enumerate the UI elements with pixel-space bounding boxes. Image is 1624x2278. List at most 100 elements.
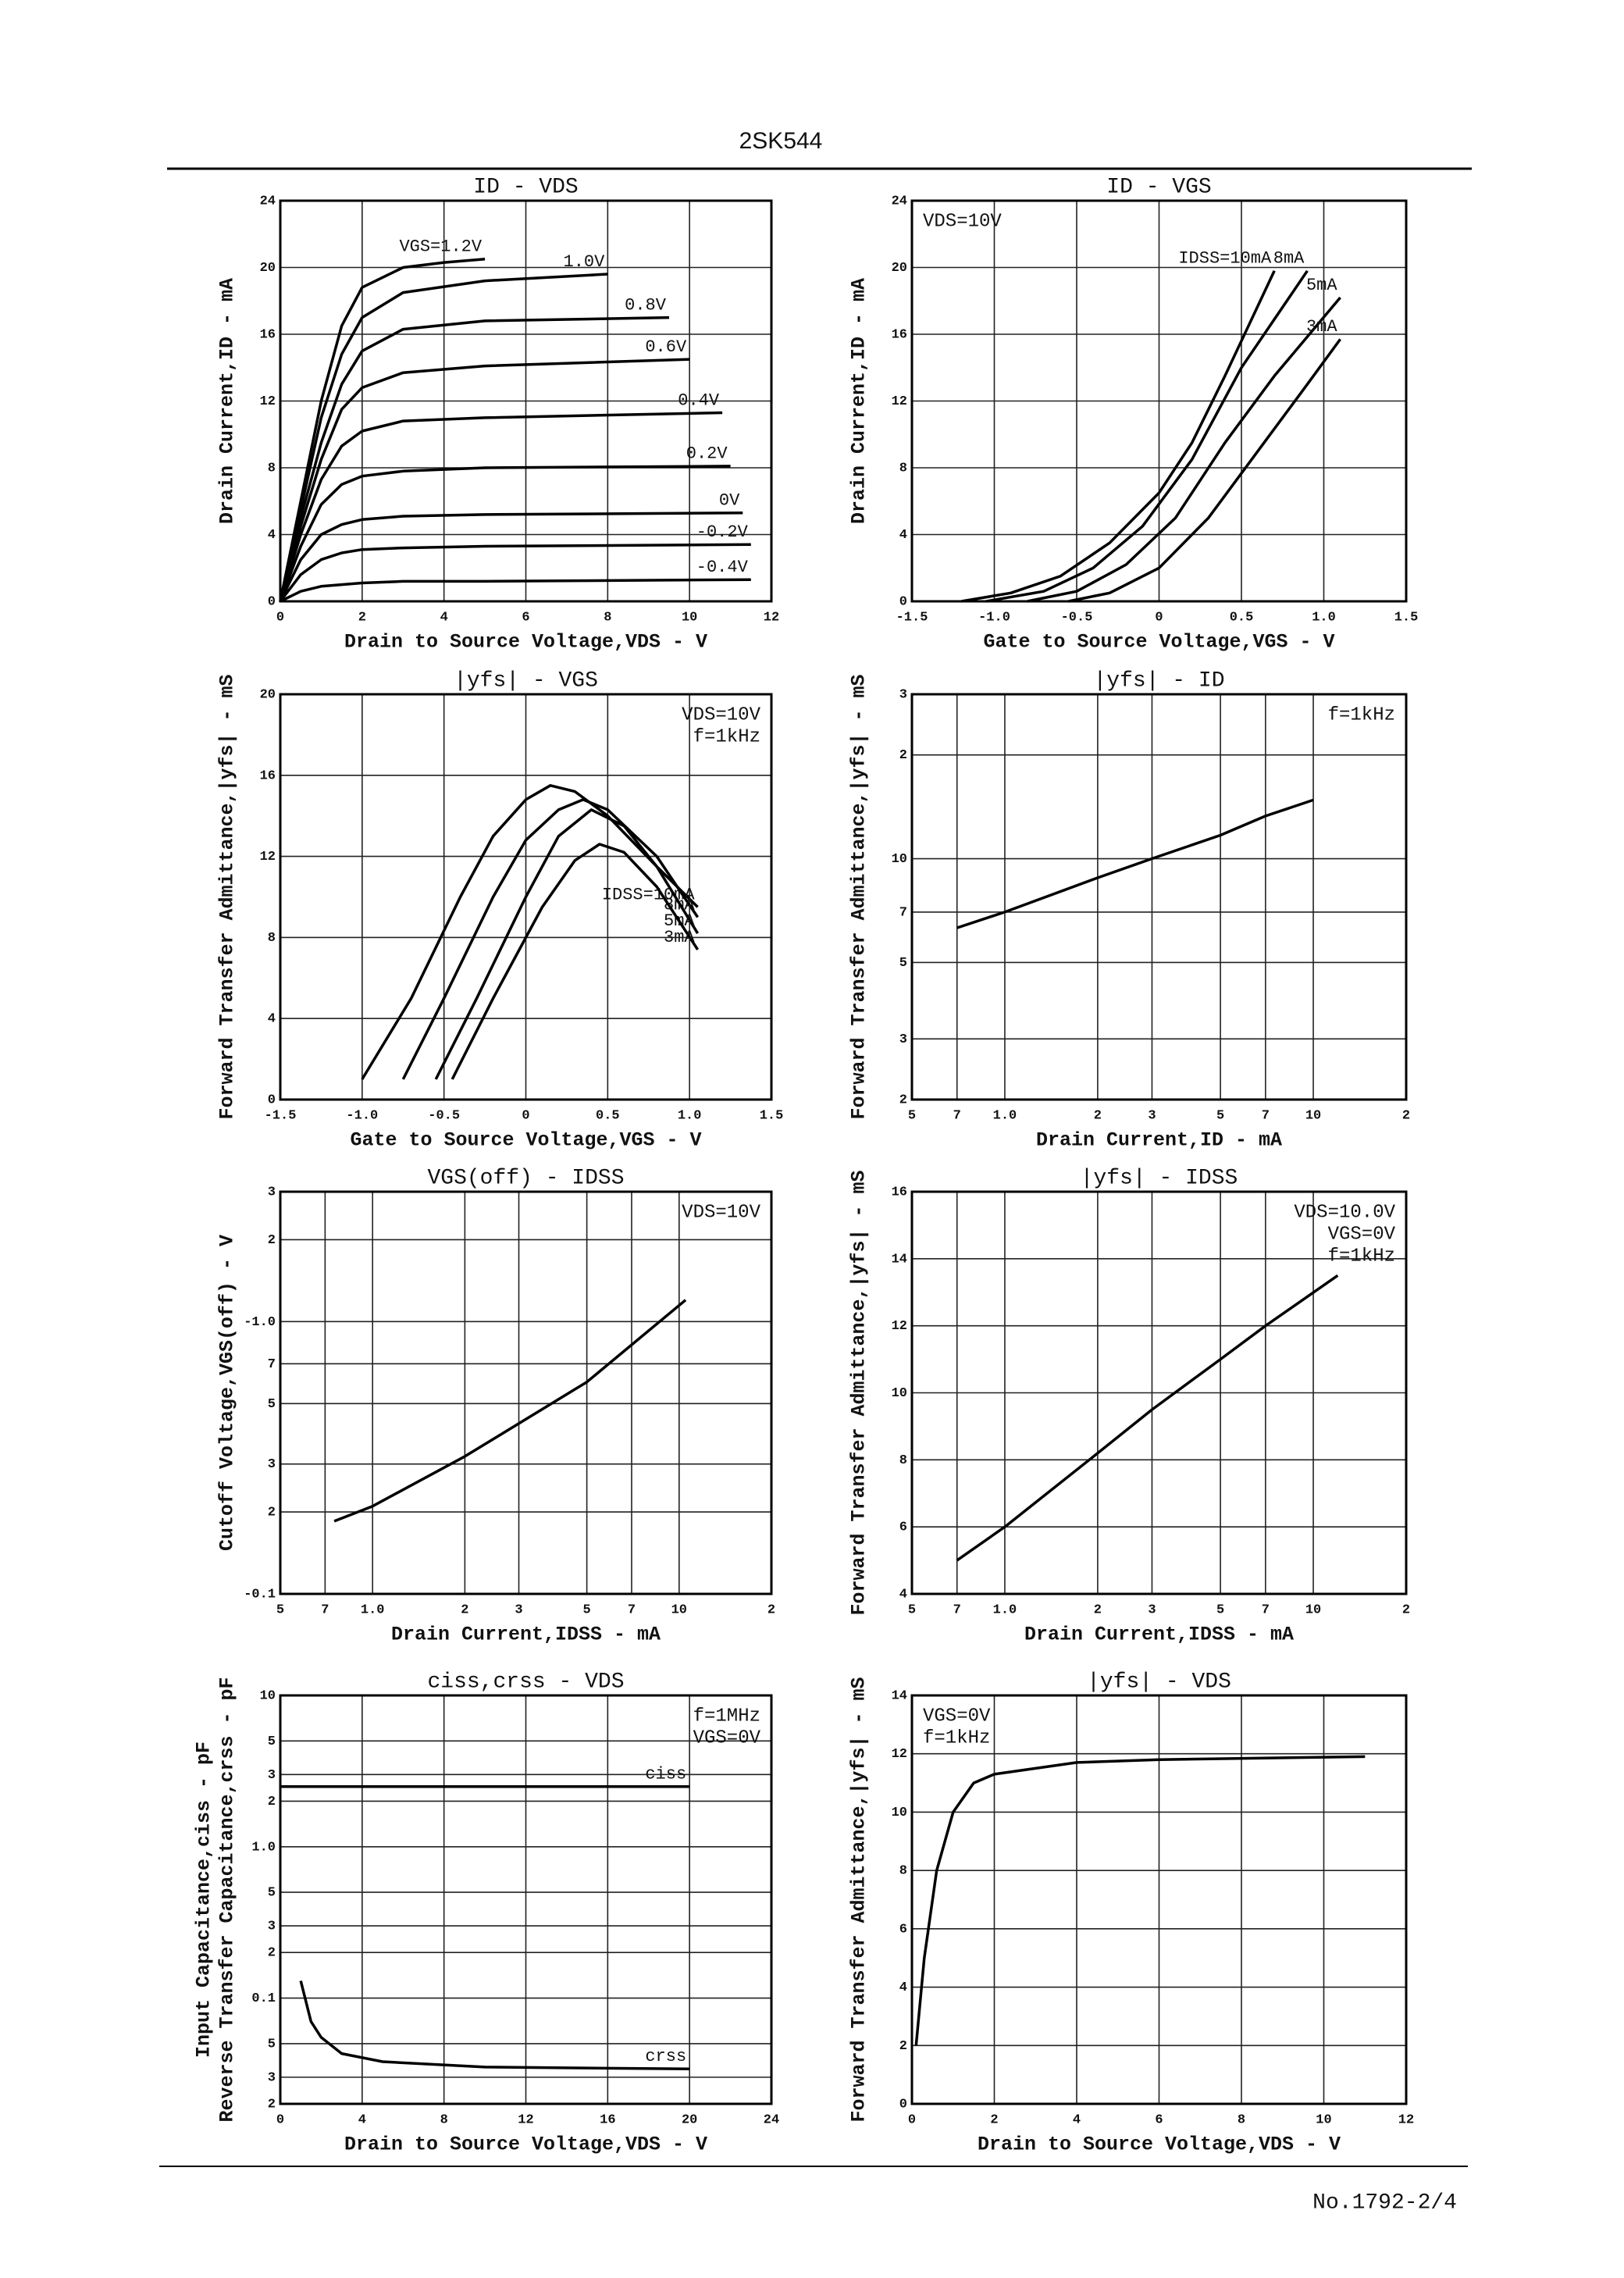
x-tick-label: 24 [764, 2112, 779, 2127]
y-tick-label: 5 [268, 1886, 276, 1901]
y-tick-label: 20 [260, 687, 276, 702]
y-tick-label: 12 [892, 1319, 907, 1334]
y-tick-label: 2 [899, 2039, 907, 2054]
plot-frame [910, 1190, 1408, 1595]
data-line [361, 784, 699, 1080]
x-tick-label: 10 [682, 610, 697, 625]
y-tick-label: 3 [268, 2070, 276, 2085]
x-tick-label: 12 [764, 610, 779, 625]
x-tick-label: 2 [1402, 1108, 1410, 1123]
x-tick-label: 0 [276, 610, 284, 625]
x-tick-label: 7 [1262, 1108, 1270, 1123]
x-tick-label: -0.5 [428, 1108, 460, 1123]
y-axis-label: Cutoff Voltage,VGS(off) - V [216, 1235, 239, 1551]
y-axis-label: Forward Transfer Admittance,|yfs| - mS [848, 1677, 871, 2122]
series-label: 5mA [1306, 276, 1337, 295]
y-tick-label: 3 [899, 687, 907, 702]
x-tick-label: 5 [276, 1602, 284, 1617]
annotation: VDS=10V [923, 211, 1002, 232]
y-tick-label: 4 [268, 528, 276, 543]
y-tick-label: 2 [268, 1506, 276, 1520]
x-tick-label: 1.0 [1312, 610, 1336, 625]
y-tick-label: 8 [268, 931, 276, 946]
series-label: -0.2V [696, 522, 749, 542]
page-footer: No.1792-2/4 [1312, 2191, 1457, 2215]
chart-title: |yfs| - VGS [454, 668, 598, 693]
chart-title: |yfs| - ID [1093, 668, 1224, 693]
plot-frame [910, 199, 1408, 603]
x-tick-label: -1.0 [978, 610, 1010, 625]
y-tick-label: 3 [899, 1032, 907, 1047]
y-tick-label: 14 [892, 1688, 907, 1703]
annotation: VDS=10V [682, 1202, 760, 1223]
series-label: 3mA [1306, 317, 1337, 337]
plot-frame [279, 1190, 773, 1595]
x-tick-label: 2 [461, 1602, 468, 1617]
x-tick-label: 1.0 [993, 1602, 1017, 1617]
plot-frame [279, 693, 773, 1101]
x-tick-label: 3 [1148, 1602, 1156, 1617]
y-tick-label: 4 [268, 1012, 276, 1027]
x-tick-label: 8 [604, 610, 611, 625]
y-tick-label: 7 [899, 905, 907, 920]
y-tick-label: 8 [899, 1864, 907, 1879]
plot-frame [910, 1694, 1408, 2105]
y-tick-label: -0.1 [244, 1587, 276, 1602]
x-tick-label: 7 [953, 1108, 961, 1123]
y-axis-label: Drain Current,ID - mA [216, 278, 239, 524]
y-tick-label: 16 [892, 327, 907, 342]
series-label: 1.0V [564, 252, 606, 272]
y-tick-label: 2 [899, 748, 907, 763]
y-tick-label: 2 [268, 1233, 276, 1248]
y-tick-label: 12 [260, 394, 276, 409]
y-tick-label: 0 [268, 1093, 276, 1107]
y-tick-label: 8 [899, 1453, 907, 1468]
y-tick-label: 16 [260, 327, 276, 342]
series-label: ciss [645, 1764, 686, 1784]
x-tick-label: 0 [522, 1108, 529, 1123]
x-tick-label: -1.0 [346, 1108, 378, 1123]
annotation: f=1kHz [693, 726, 760, 747]
x-tick-label: -0.5 [1061, 610, 1093, 625]
chart-title: |yfs| - IDSS [1081, 1166, 1238, 1190]
x-tick-label: 3 [515, 1602, 522, 1617]
data-line [1068, 338, 1342, 603]
plot-frame [279, 1694, 773, 2105]
x-axis-label: Drain to Source Voltage,VDS - V [344, 2134, 707, 2156]
x-tick-label: -1.5 [265, 1108, 297, 1123]
x-tick-label: 2 [767, 1602, 775, 1617]
data-line [279, 543, 751, 603]
x-tick-label: 12 [1398, 2112, 1414, 2127]
data-line [279, 358, 690, 602]
series-label: IDSS=10mA [1178, 249, 1272, 269]
x-tick-label: 8 [440, 2112, 448, 2127]
y-tick-label: 2 [899, 1093, 907, 1107]
data-line [279, 511, 743, 602]
y-tick-label: 6 [899, 1520, 907, 1535]
y-tick-label: 2 [268, 1795, 276, 1809]
y-tick-label: 12 [892, 1747, 907, 1762]
x-tick-label: 10 [1316, 2112, 1331, 2127]
x-tick-label: 1.5 [1394, 610, 1419, 625]
x-tick-label: 10 [1305, 1602, 1321, 1617]
x-tick-label: 4 [440, 610, 448, 625]
y-tick-label: 10 [892, 852, 907, 867]
x-tick-label: 1.0 [361, 1602, 385, 1617]
y-tick-label: 0 [268, 594, 276, 609]
x-axis-label: Drain to Source Voltage,VDS - V [344, 631, 707, 654]
chart-title: ID - VDS [473, 175, 578, 199]
y-tick-label: 8 [899, 461, 907, 476]
series-label: 8mA [1273, 249, 1305, 269]
y-tick-label: 4 [899, 528, 907, 543]
series-label: 0.2V [686, 444, 728, 464]
y-tick-label: 2 [268, 2097, 276, 2112]
chart-title: VGS(off) - IDSS [427, 1166, 624, 1190]
data-line [985, 269, 1309, 603]
annotation: VDS=10V [682, 704, 760, 725]
x-tick-label: 4 [1073, 2112, 1081, 2127]
y-tick-label: 10 [892, 1806, 907, 1820]
y-axis-label: Forward Transfer Admittance,|yfs| - mS [848, 1170, 871, 1615]
x-tick-label: 7 [953, 1602, 961, 1617]
x-tick-label: 0.5 [596, 1108, 620, 1123]
x-tick-label: 4 [358, 2112, 366, 2127]
